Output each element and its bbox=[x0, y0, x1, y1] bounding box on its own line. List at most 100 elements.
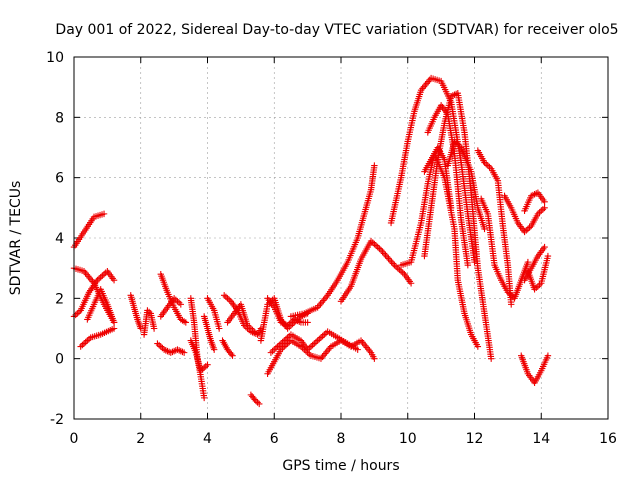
data-point bbox=[100, 210, 108, 218]
data-point bbox=[524, 258, 532, 266]
data-point bbox=[251, 328, 258, 335]
y-tick-label: 4 bbox=[55, 231, 64, 247]
data-point bbox=[110, 277, 118, 284]
x-tick-label: 0 bbox=[70, 431, 79, 447]
data-point-interp bbox=[72, 311, 79, 319]
data-point bbox=[256, 400, 263, 408]
series-track-10 bbox=[157, 295, 184, 320]
data-point-interp bbox=[175, 299, 183, 307]
series-track-33 bbox=[518, 352, 552, 386]
data-point-interp bbox=[371, 240, 378, 248]
data-point bbox=[77, 343, 84, 350]
series-track-30 bbox=[444, 138, 488, 233]
data-points bbox=[70, 74, 552, 408]
data-point bbox=[110, 319, 118, 326]
data-point-interp bbox=[319, 332, 326, 340]
series-track-08 bbox=[154, 340, 188, 356]
data-point bbox=[180, 349, 188, 356]
data-point bbox=[544, 352, 552, 359]
series-track-17 bbox=[224, 301, 258, 335]
y-tick-labels: -2 0 2 4 6 8 10 bbox=[46, 50, 64, 428]
data-point-interp bbox=[379, 248, 386, 255]
y-tick-label: 0 bbox=[55, 352, 64, 368]
series-track-26 bbox=[397, 144, 455, 269]
series-track-15 bbox=[219, 337, 236, 359]
data-point bbox=[487, 355, 495, 362]
data-point bbox=[267, 349, 275, 356]
data-point-interp bbox=[276, 341, 283, 349]
data-point bbox=[220, 292, 228, 299]
data-point-interp bbox=[380, 250, 388, 257]
data-point-interp bbox=[281, 337, 288, 344]
series-track-07 bbox=[140, 307, 158, 338]
data-point-interp bbox=[307, 343, 315, 350]
series-track-18 bbox=[247, 391, 263, 408]
series-track-03 bbox=[70, 267, 118, 320]
series-track-12 bbox=[187, 337, 211, 374]
x-tick-label: 10 bbox=[399, 431, 417, 447]
y-tick-label: -2 bbox=[50, 412, 64, 428]
data-point bbox=[177, 301, 184, 308]
data-point bbox=[407, 280, 415, 287]
data-point-interp bbox=[388, 258, 395, 265]
data-point-interp bbox=[74, 310, 81, 317]
data-point bbox=[304, 319, 311, 326]
data-point-interp bbox=[84, 337, 91, 344]
data-point-interp bbox=[389, 260, 397, 267]
data-point bbox=[154, 340, 161, 347]
data-point-interp bbox=[155, 341, 163, 349]
data-point-interp bbox=[524, 225, 532, 233]
series-track-06 bbox=[127, 292, 144, 332]
data-point bbox=[541, 243, 548, 251]
data-point-interp bbox=[282, 341, 290, 349]
series-track-13 bbox=[200, 313, 218, 353]
data-point-interp bbox=[95, 275, 103, 282]
series-track-29 bbox=[421, 150, 482, 350]
data-point-interp bbox=[99, 272, 106, 279]
data-point-interp bbox=[451, 91, 458, 98]
x-tick-label: 8 bbox=[337, 431, 346, 447]
series-track-20 bbox=[264, 295, 311, 329]
series-track-05 bbox=[84, 286, 118, 326]
data-point bbox=[150, 325, 158, 332]
data-point bbox=[541, 198, 548, 205]
data-point-interp bbox=[251, 396, 258, 403]
data-point-interp bbox=[374, 243, 381, 251]
grid-lines bbox=[74, 57, 608, 419]
series-track-24 bbox=[337, 237, 415, 305]
data-point-interp bbox=[311, 340, 318, 347]
data-point bbox=[371, 162, 378, 169]
data-point-interp bbox=[394, 264, 401, 272]
data-point-interp bbox=[396, 266, 403, 273]
data-point bbox=[464, 261, 472, 269]
series-track-23 bbox=[287, 162, 378, 320]
data-point bbox=[200, 394, 208, 402]
y-tick-label: 2 bbox=[55, 291, 64, 307]
data-point bbox=[391, 261, 398, 269]
data-point bbox=[314, 337, 321, 344]
data-point-interp bbox=[294, 317, 301, 325]
data-point bbox=[229, 352, 236, 359]
x-tick-label: 12 bbox=[466, 431, 484, 447]
data-point-interp bbox=[222, 293, 230, 301]
data-point bbox=[277, 340, 285, 347]
data-point-interp bbox=[397, 267, 405, 275]
x-tick-label: 2 bbox=[136, 431, 145, 447]
data-point-interp bbox=[82, 338, 89, 346]
data-point-interp bbox=[385, 255, 392, 262]
plot-frame bbox=[73, 56, 609, 420]
y-tick-label: 10 bbox=[46, 50, 64, 66]
data-point bbox=[110, 325, 118, 332]
series-track-35 bbox=[521, 189, 548, 215]
data-point-interp bbox=[225, 296, 233, 304]
y-tick-label: 6 bbox=[55, 171, 64, 187]
series-track-21 bbox=[264, 337, 378, 377]
series-track-36 bbox=[524, 252, 552, 293]
data-point-interp bbox=[228, 350, 235, 358]
data-point-interp bbox=[100, 271, 108, 278]
series-track-37 bbox=[501, 192, 548, 236]
data-point bbox=[182, 319, 190, 326]
data-point bbox=[508, 301, 515, 308]
data-point-interp bbox=[376, 245, 383, 252]
x-axis-label: GPS time / hours bbox=[282, 458, 399, 474]
